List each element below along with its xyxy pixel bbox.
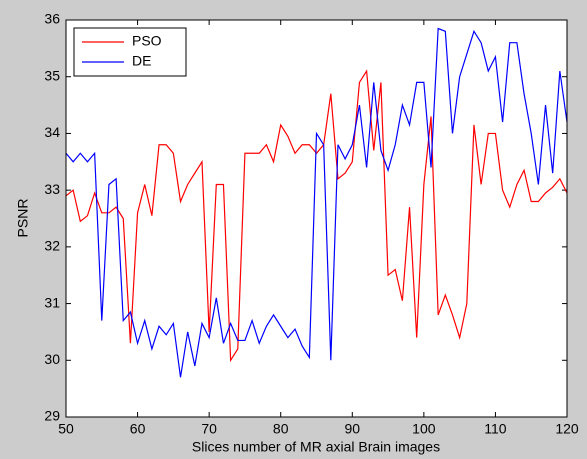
y-tick-label: 34 [44,124,60,140]
axes-box [65,19,568,418]
y-tick-label: 36 [44,11,60,27]
x-tick-label: 60 [130,421,146,437]
x-tick-label: 110 [484,421,507,437]
legend-label: PSO [132,33,162,49]
x-tick-label: 50 [58,421,74,437]
series-line [65,27,568,378]
y-axis-label: PSNR [15,199,31,238]
x-tick-label: 120 [555,421,579,437]
y-tick-label: 29 [44,408,60,424]
x-axis-label: Slices number of MR axial Brain images [192,439,440,455]
x-tick-label: 80 [273,421,289,437]
plot-area [66,20,567,417]
y-tick-label: 31 [44,294,60,310]
y-tick-label: 30 [44,351,60,367]
x-tick-label: 70 [201,421,217,437]
series-line [65,69,568,363]
x-tick-label: 90 [344,421,360,437]
x-tick-label: 100 [412,421,436,437]
legend-label: DE [132,53,151,69]
y-tick-label: 35 [44,67,60,83]
y-tick-label: 33 [44,181,60,197]
legend-box [73,27,187,77]
y-tick-label: 32 [44,238,60,254]
